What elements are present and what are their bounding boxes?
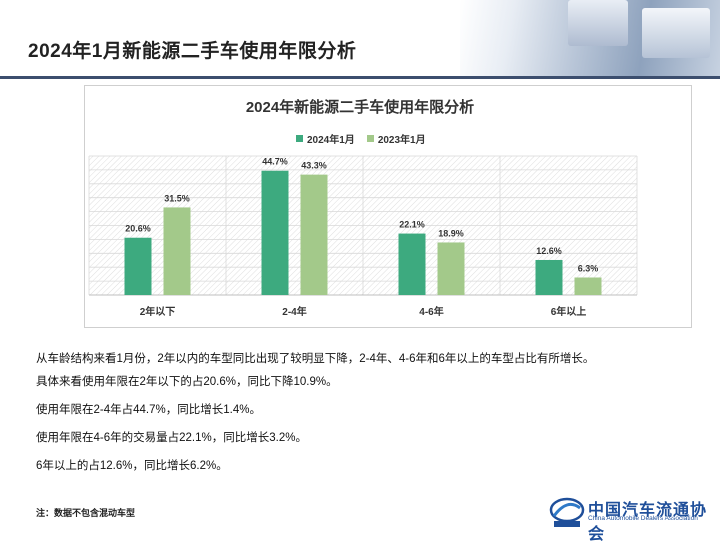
association-subtitle: China Automobile Dealers Association (588, 515, 698, 522)
data-label: 22.1% (399, 220, 425, 230)
x-tick-label: 2-4年 (282, 305, 306, 318)
data-label: 18.9% (438, 228, 464, 238)
decoration-cube (642, 8, 710, 58)
data-label: 31.5% (164, 193, 190, 203)
x-tick-label: 4-6年 (419, 305, 443, 318)
association-logo: 中国汽车流通协会 China Automobile Dealers Associ… (548, 494, 718, 543)
analysis-paragraph-3: 使用年限在2-4年占44.7%，同比增长1.4%。 (36, 404, 261, 416)
bar-2023-2 (437, 242, 465, 295)
legend-swatch-2023 (366, 135, 374, 142)
bar-2023-1 (300, 174, 328, 295)
bar-2024-1 (261, 170, 289, 295)
data-label: 20.6% (125, 224, 151, 234)
decoration-cube (568, 0, 628, 46)
analysis-paragraph-4: 使用年限在4-6年的交易量占22.1%，同比增长3.2%。 (36, 432, 307, 444)
analysis-paragraph-2: 具体来看使用年限在2年以下的占20.6%，同比下降10.9%。 (36, 376, 338, 388)
chart-legend: 2024年1月 2023年1月 (296, 131, 426, 146)
data-label: 44.7% (262, 157, 288, 167)
bar-2023-3 (574, 277, 602, 295)
data-label: 43.3% (301, 161, 327, 171)
data-label: 12.6% (536, 246, 562, 256)
bar-2024-3 (535, 259, 563, 295)
x-tick-label: 2年以下 (140, 305, 176, 318)
legend-item-2023: 2023年1月 (366, 131, 426, 146)
header-decoration (460, 0, 720, 78)
footnote: 注：数据不包含混动车型 (36, 508, 136, 518)
legend-item-2024: 2024年1月 (296, 131, 355, 146)
page-title: 2024年1月新能源二手车使用年限分析 (28, 41, 357, 62)
data-label: 6.3% (578, 263, 599, 273)
association-emblem-icon (549, 497, 585, 527)
chart-title: 2024年新能源二手车使用年限分析 (245, 99, 475, 116)
bar-2024-2 (398, 233, 426, 295)
association-name: 中国汽车流通协会 (588, 500, 708, 543)
legend-label-2024: 2024年1月 (307, 135, 355, 146)
legend-label-2023: 2023年1月 (377, 135, 426, 146)
analysis-paragraph-1: 从车龄结构来看1月份，2年以内的车型同比出现了较明显下降，2-4年、4-6年和6… (36, 353, 595, 365)
bar-2024-0 (124, 237, 152, 295)
bar-2023-0 (163, 207, 191, 295)
header: 2024年1月新能源二手车使用年限分析 (0, 0, 720, 79)
x-tick-label: 6年以上 (551, 305, 587, 318)
analysis-paragraph-5: 6年以上的占12.6%，同比增长6.2%。 (36, 460, 228, 472)
legend-swatch-2024 (296, 135, 303, 142)
header-divider (0, 76, 720, 79)
